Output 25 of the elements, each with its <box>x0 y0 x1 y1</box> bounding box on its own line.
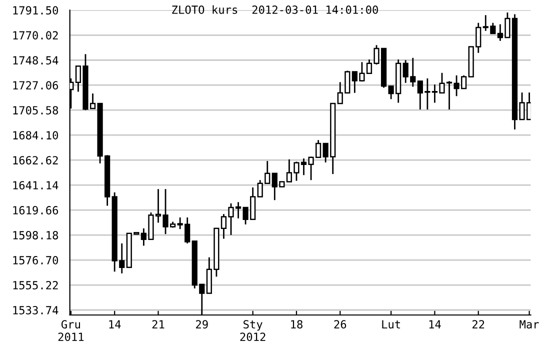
x-tick-label: Gru 2011 <box>58 320 84 342</box>
y-tick-label: 1598.18 <box>13 231 58 240</box>
x-tick-label: Lut <box>382 320 400 329</box>
x-tick-label: 22 <box>472 320 484 328</box>
x-tick-label: 21 <box>152 320 164 328</box>
y-tick-label: 1705.58 <box>13 106 58 115</box>
y-tick-label: 1533.74 <box>13 306 58 314</box>
y-tick-label: 1684.10 <box>13 131 58 140</box>
x-tick-label: 18 <box>291 320 302 329</box>
chart-title: ZLOTO kurs 2012-03-01 14:01:00 <box>172 5 378 14</box>
y-tick-label: 1576.70 <box>13 256 58 264</box>
y-tick-label: 1770.02 <box>13 31 58 40</box>
y-tick-label: 1748.54 <box>13 56 58 65</box>
y-tick-label: 1619.66 <box>13 206 58 214</box>
x-tick-label: 14 <box>109 320 121 328</box>
y-tick-label: 1791.50 <box>13 6 58 15</box>
y-tick-label: 1641.14 <box>13 181 58 190</box>
x-tick-label: Sty 2012 <box>240 320 266 342</box>
x-tick-label: 29 <box>196 320 208 329</box>
x-tick-label: 26 <box>334 320 346 329</box>
y-tick-label: 1555.22 <box>13 281 58 290</box>
y-tick-label: 1662.62 <box>13 156 58 164</box>
x-tick-label: Mar <box>520 320 539 329</box>
x-tick-label: 14 <box>429 320 441 328</box>
y-tick-label: 1727.06 <box>13 81 58 90</box>
